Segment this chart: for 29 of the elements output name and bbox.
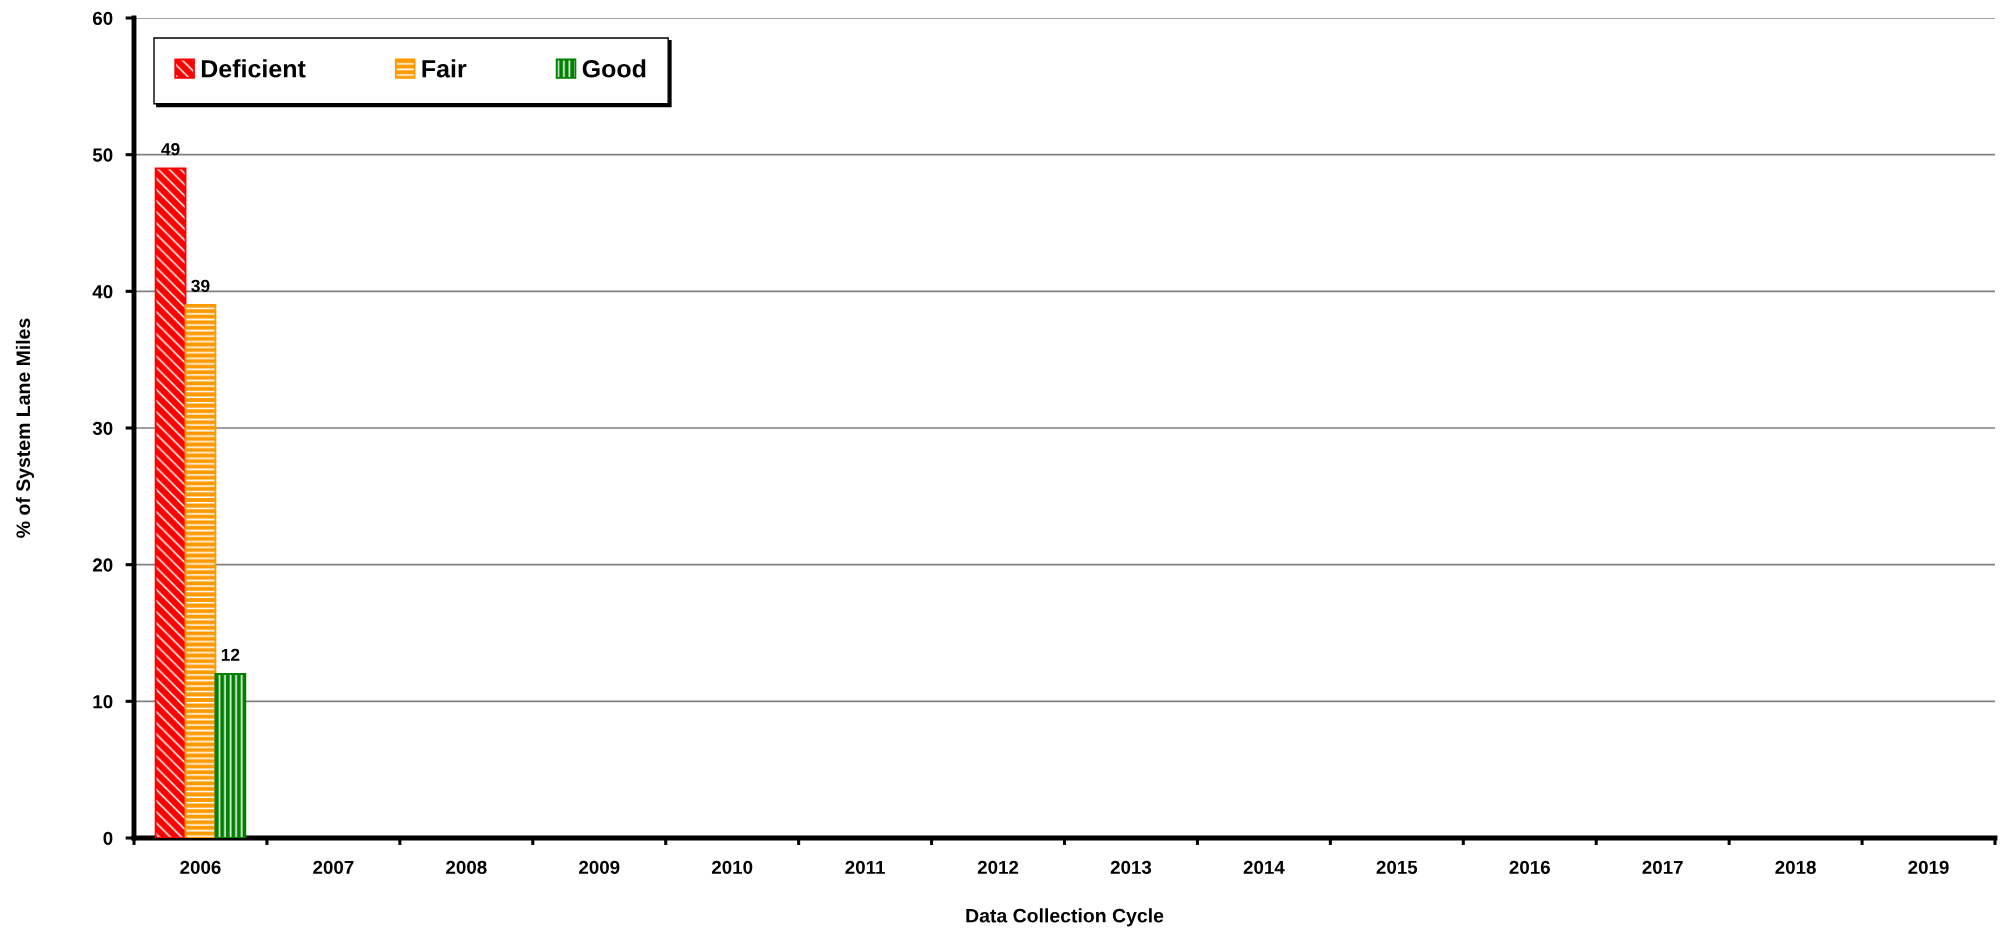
data-label: 49 — [161, 143, 180, 156]
x-tick-label: 2010 — [711, 860, 753, 874]
legend-label: Deficient — [201, 59, 306, 78]
y-tick-label: 20 — [92, 558, 113, 572]
y-axis-title: % of System Lane Miles — [15, 318, 34, 538]
y-tick-label: 0 — [103, 831, 113, 845]
x-tick-label: 2016 — [1509, 860, 1550, 874]
x-tick-label: 2009 — [579, 860, 620, 874]
data-label: 39 — [191, 279, 210, 293]
data-label: 12 — [221, 648, 240, 661]
x-tick-label: 2007 — [313, 860, 354, 874]
x-tick-label: 2012 — [977, 860, 1019, 874]
y-tick-label: 10 — [93, 695, 113, 709]
y-tick-label: 60 — [93, 11, 113, 25]
x-tick-label: 2008 — [446, 860, 487, 874]
x-tick-label: 2017 — [1642, 860, 1683, 874]
x-tick-label: 2006 — [180, 860, 221, 874]
x-tick-label: 2015 — [1376, 860, 1418, 874]
x-tick-label: 2013 — [1110, 860, 1152, 875]
x-tick-label: 2018 — [1775, 860, 1816, 874]
x-tick-label: 2014 — [1243, 860, 1285, 874]
y-tick-label: 40 — [92, 285, 113, 299]
x-axis-title: Data Collection Cycle — [966, 908, 1164, 927]
y-tick-label: 30 — [92, 421, 113, 435]
x-tick-label: 2011 — [845, 860, 885, 874]
legend-label: Fair — [422, 59, 467, 78]
x-tick-label: 2019 — [1908, 860, 1949, 874]
y-tick-label: 50 — [92, 148, 113, 162]
legend-label: Good — [582, 59, 646, 78]
